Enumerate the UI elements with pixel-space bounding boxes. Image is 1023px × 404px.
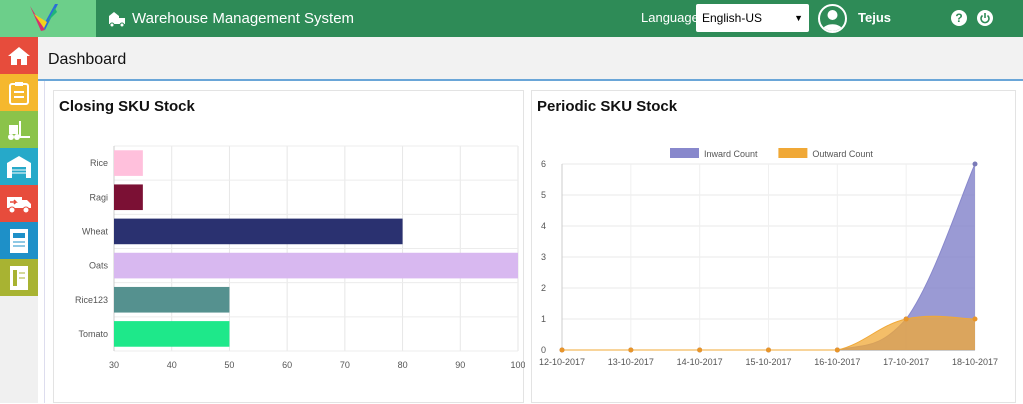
bar-ragi	[114, 184, 143, 211]
x-tick-label: 50	[224, 360, 234, 370]
x-tick-label: 13-10-2017	[608, 357, 654, 367]
y-tick-label: Ragi	[89, 192, 108, 202]
top-bar: Warehouse Management System Language Eng…	[0, 0, 1023, 37]
bar-rice	[114, 150, 143, 176]
point-outward-count	[903, 316, 909, 322]
x-tick-label: 60	[282, 360, 292, 370]
bar-rice123	[114, 286, 230, 313]
x-tick-label: 100	[510, 360, 525, 370]
y-tick-label: 2	[541, 283, 546, 293]
y-tick-label: 1	[541, 314, 546, 324]
point-outward-count	[766, 347, 771, 353]
app-logo[interactable]	[0, 0, 96, 37]
area-outward-count	[562, 316, 975, 350]
y-tick-label: 4	[541, 221, 546, 231]
home-icon	[8, 46, 30, 65]
x-tick-label: 15-10-2017	[745, 357, 791, 367]
periodic-sku-title: Periodic SKU Stock	[537, 98, 678, 115]
username[interactable]: Tejus	[858, 10, 891, 25]
point-outward-count	[628, 347, 634, 353]
closing-sku-title: Closing SKU Stock	[59, 98, 195, 115]
point-outward-count	[972, 316, 978, 322]
language-select[interactable]: English-US ▼	[696, 4, 809, 32]
caret-down-icon: ▼	[794, 13, 803, 23]
power-icon[interactable]	[977, 10, 993, 26]
x-tick-label: 90	[455, 360, 465, 370]
y-tick-label: 5	[541, 190, 546, 200]
sidebar-item-home[interactable]	[0, 37, 38, 74]
x-tick-label: 80	[398, 360, 408, 370]
x-tick-label: 14-10-2017	[677, 357, 723, 367]
sidebar-item-warehouse[interactable]	[0, 148, 38, 185]
y-tick-label: Rice	[90, 158, 108, 168]
page-title: Dashboard	[48, 51, 127, 68]
periodic-sku-panel: Periodic SKU Stock 0 1 2 3 4 5 6 12-10-2017 13-1…	[531, 90, 1016, 403]
sidebar-item-dispatch[interactable]	[0, 185, 38, 222]
sidebar	[0, 37, 38, 403]
y-tick-label: Oats	[89, 261, 109, 271]
closing-sku-panel: Closing SKU Stock 30 40 50 60 70 80 90 100 Rice R…	[53, 90, 525, 403]
warehouse-truck-icon	[109, 11, 125, 27]
sidebar-item-reports[interactable]	[0, 222, 38, 259]
y-tick-label: Rice123	[75, 295, 108, 305]
language-label: Language	[641, 10, 699, 25]
x-tick-label: 30	[109, 360, 119, 370]
help-icon[interactable]: ?	[951, 10, 967, 26]
x-tick-label: 70	[340, 360, 350, 370]
point-outward-count	[834, 347, 840, 353]
content-header: Dashboard	[38, 37, 1023, 81]
legend-label: Outward Count	[812, 149, 873, 159]
bar-oats	[114, 252, 518, 279]
forklift-icon	[8, 120, 30, 140]
x-tick-label: 17-10-2017	[883, 357, 929, 367]
y-tick-label: Tomato	[78, 329, 108, 339]
bar-tomato	[114, 321, 230, 347]
warehouse-icon	[7, 155, 31, 178]
x-tick-label: 12-10-2017	[539, 357, 585, 367]
legend-label: Inward Count	[704, 149, 758, 159]
legend-swatch	[670, 148, 699, 158]
point-inward-count	[972, 161, 978, 167]
closing-sku-bar-chart: 30 40 50 60 70 80 90 100 Rice Ragi Wheat Oats Rice12…	[75, 145, 525, 370]
x-tick-label: 40	[167, 360, 177, 370]
point-outward-count	[697, 347, 703, 353]
app-title: Warehouse Management System	[108, 0, 354, 37]
legend-swatch	[778, 148, 808, 158]
y-tick-label: 0	[541, 345, 546, 355]
language-value: English-US	[702, 11, 763, 25]
y-tick-label: 3	[541, 252, 546, 262]
dashboard-content: Closing SKU Stock 30 40 50 60 70 80 90 100 Rice R…	[44, 81, 1023, 403]
bar-wheat	[114, 218, 403, 245]
sidebar-item-ledger[interactable]	[0, 259, 38, 296]
x-tick-label: 16-10-2017	[814, 357, 860, 367]
app-title-text: Warehouse Management System	[132, 10, 355, 27]
y-tick-label: 6	[541, 159, 546, 169]
sidebar-item-tasks[interactable]	[0, 74, 38, 111]
delivery-truck-icon	[7, 196, 31, 213]
help-symbol: ?	[955, 11, 963, 25]
avatar[interactable]	[818, 4, 847, 33]
x-tick-label: 18-10-2017	[952, 357, 998, 367]
point-outward-count	[559, 347, 565, 353]
report-icon	[10, 228, 28, 253]
ledger-icon	[10, 265, 28, 290]
clipboard-icon	[9, 81, 29, 105]
y-tick-label: Wheat	[82, 226, 109, 236]
periodic-sku-area-chart: 0 1 2 3 4 5 6 12-10-2017 13-10-2017 14-10-2017 15-…	[539, 148, 998, 367]
sidebar-item-inventory[interactable]	[0, 111, 38, 148]
